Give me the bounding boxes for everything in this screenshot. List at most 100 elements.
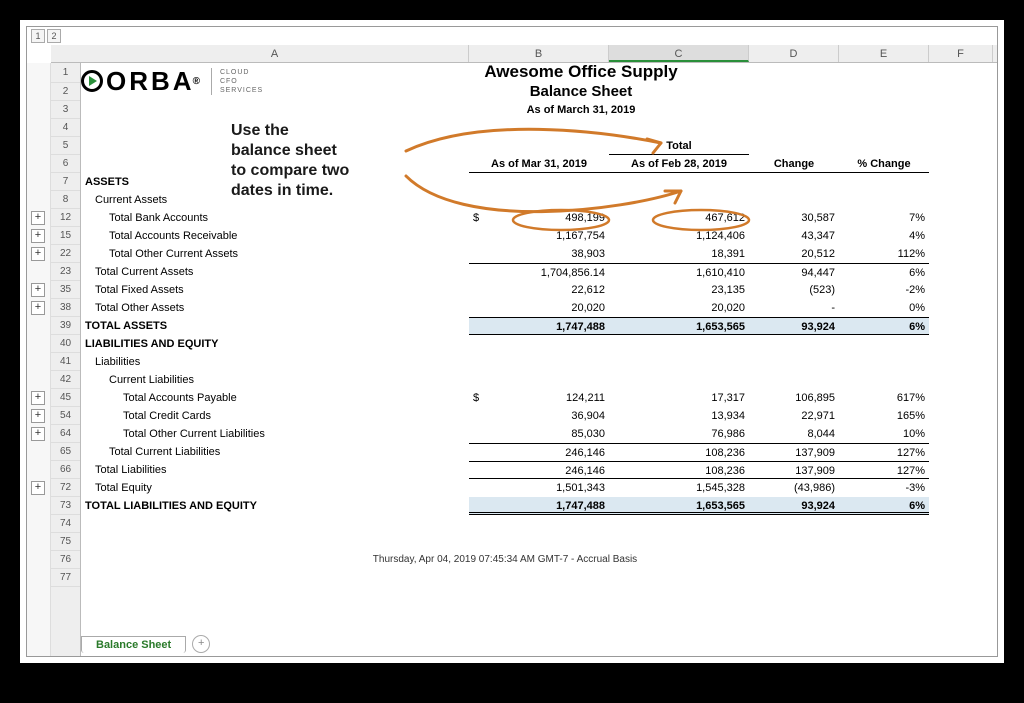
row-header-72[interactable]: 72 (51, 479, 80, 497)
cell-64-e[interactable]: 10% (839, 425, 929, 443)
col-header-B[interactable]: B (469, 45, 609, 62)
cell-35-e[interactable]: -2% (839, 281, 929, 299)
cell-22-e[interactable]: 112% (839, 245, 929, 263)
cell-15-b[interactable]: 1,167,754 (469, 227, 609, 245)
cell-73-e[interactable]: 6% (839, 497, 929, 515)
cell-73-c[interactable]: 1,653,565 (609, 497, 749, 515)
cell-65-c[interactable]: 108,236 (609, 443, 749, 461)
cell-38-e[interactable]: 0% (839, 299, 929, 317)
row-header-73[interactable]: 73 (51, 497, 80, 515)
cell-54-e[interactable]: 165% (839, 407, 929, 425)
cell-38-d[interactable]: - (749, 299, 839, 317)
cell-66-d[interactable]: 137,909 (749, 461, 839, 479)
cell-22-d[interactable]: 20,512 (749, 245, 839, 263)
cell-35-b[interactable]: 22,612 (469, 281, 609, 299)
cell-54-b[interactable]: 36,904 (469, 407, 609, 425)
cell-66-b[interactable]: 246,146 (469, 461, 609, 479)
cell-72-d[interactable]: (43,986) (749, 479, 839, 497)
row-header-5[interactable]: 5 (51, 137, 80, 155)
cell-72-e[interactable]: -3% (839, 479, 929, 497)
row-header-74[interactable]: 74 (51, 515, 80, 533)
expand-row-22[interactable]: + (31, 247, 45, 261)
cell-65-e[interactable]: 127% (839, 443, 929, 461)
cell-66-e[interactable]: 127% (839, 461, 929, 479)
row-header-75[interactable]: 75 (51, 533, 80, 551)
col-header-D[interactable]: D (749, 45, 839, 62)
row-header-8[interactable]: 8 (51, 191, 80, 209)
cell-39-c[interactable]: 1,653,565 (609, 317, 749, 335)
cell-35-d[interactable]: (523) (749, 281, 839, 299)
row-header-12[interactable]: 12 (51, 209, 80, 227)
cell-38-b[interactable]: 20,020 (469, 299, 609, 317)
row-header-40[interactable]: 40 (51, 335, 80, 353)
expand-row-12[interactable]: + (31, 211, 45, 225)
row-header-2[interactable]: 2 (51, 83, 80, 101)
outline-level-1[interactable]: 1 (31, 29, 45, 43)
row-header-76[interactable]: 76 (51, 551, 80, 569)
cell-45-e[interactable]: 617% (839, 389, 929, 407)
cell-15-c[interactable]: 1,124,406 (609, 227, 749, 245)
row-header-65[interactable]: 65 (51, 443, 80, 461)
row-header-3[interactable]: 3 (51, 101, 80, 119)
row-header-1[interactable]: 1 (51, 63, 80, 83)
row-header-54[interactable]: 54 (51, 407, 80, 425)
cell-45-b[interactable]: 124,211 (469, 389, 609, 407)
cell-23-e[interactable]: 6% (839, 263, 929, 281)
cell-39-b[interactable]: 1,747,488 (469, 317, 609, 335)
row-header-7[interactable]: 7 (51, 173, 80, 191)
expand-row-45[interactable]: + (31, 391, 45, 405)
cell-73-b[interactable]: 1,747,488 (469, 497, 609, 515)
row-header-38[interactable]: 38 (51, 299, 80, 317)
cell-65-d[interactable]: 137,909 (749, 443, 839, 461)
cell-12-c[interactable]: 467,612 (609, 209, 749, 227)
expand-row-64[interactable]: + (31, 427, 45, 441)
cell-35-c[interactable]: 23,135 (609, 281, 749, 299)
row-header-77[interactable]: 77 (51, 569, 80, 587)
cell-15-e[interactable]: 4% (839, 227, 929, 245)
row-header-35[interactable]: 35 (51, 281, 80, 299)
cell-54-d[interactable]: 22,971 (749, 407, 839, 425)
cell-12-e[interactable]: 7% (839, 209, 929, 227)
col-header-F[interactable]: F (929, 45, 993, 62)
cell-64-d[interactable]: 8,044 (749, 425, 839, 443)
cell-23-d[interactable]: 94,447 (749, 263, 839, 281)
cell-66-c[interactable]: 108,236 (609, 461, 749, 479)
cell-39-d[interactable]: 93,924 (749, 317, 839, 335)
expand-row-15[interactable]: + (31, 229, 45, 243)
cell-65-b[interactable]: 246,146 (469, 443, 609, 461)
row-header-66[interactable]: 66 (51, 461, 80, 479)
col-header-A[interactable]: A (81, 45, 469, 62)
cell-23-c[interactable]: 1,610,410 (609, 263, 749, 281)
cell-23-b[interactable]: 1,704,856.14 (469, 263, 609, 281)
row-header-22[interactable]: 22 (51, 245, 80, 263)
expand-row-35[interactable]: + (31, 283, 45, 297)
cell-22-c[interactable]: 18,391 (609, 245, 749, 263)
row-header-45[interactable]: 45 (51, 389, 80, 407)
row-header-23[interactable]: 23 (51, 263, 80, 281)
cell-64-b[interactable]: 85,030 (469, 425, 609, 443)
cell-72-b[interactable]: 1,501,343 (469, 479, 609, 497)
cell-72-c[interactable]: 1,545,328 (609, 479, 749, 497)
cell-12-b[interactable]: 498,199 (469, 209, 609, 227)
col-header-E[interactable]: E (839, 45, 929, 62)
expand-row-72[interactable]: + (31, 481, 45, 495)
cell-45-d[interactable]: 106,895 (749, 389, 839, 407)
row-header-42[interactable]: 42 (51, 371, 80, 389)
cell-12-d[interactable]: 30,587 (749, 209, 839, 227)
cell-45-c[interactable]: 17,317 (609, 389, 749, 407)
row-header-4[interactable]: 4 (51, 119, 80, 137)
row-header-15[interactable]: 15 (51, 227, 80, 245)
cell-15-d[interactable]: 43,347 (749, 227, 839, 245)
row-header-39[interactable]: 39 (51, 317, 80, 335)
sheet-tab-active[interactable]: Balance Sheet (81, 636, 186, 653)
cell-39-e[interactable]: 6% (839, 317, 929, 335)
row-header-64[interactable]: 64 (51, 425, 80, 443)
cell-73-d[interactable]: 93,924 (749, 497, 839, 515)
cell-64-c[interactable]: 76,986 (609, 425, 749, 443)
outline-level-2[interactable]: 2 (47, 29, 61, 43)
col-header-C[interactable]: C (609, 45, 749, 62)
cell-22-b[interactable]: 38,903 (469, 245, 609, 263)
expand-row-54[interactable]: + (31, 409, 45, 423)
add-sheet-button[interactable]: + (192, 635, 210, 653)
row-header-41[interactable]: 41 (51, 353, 80, 371)
